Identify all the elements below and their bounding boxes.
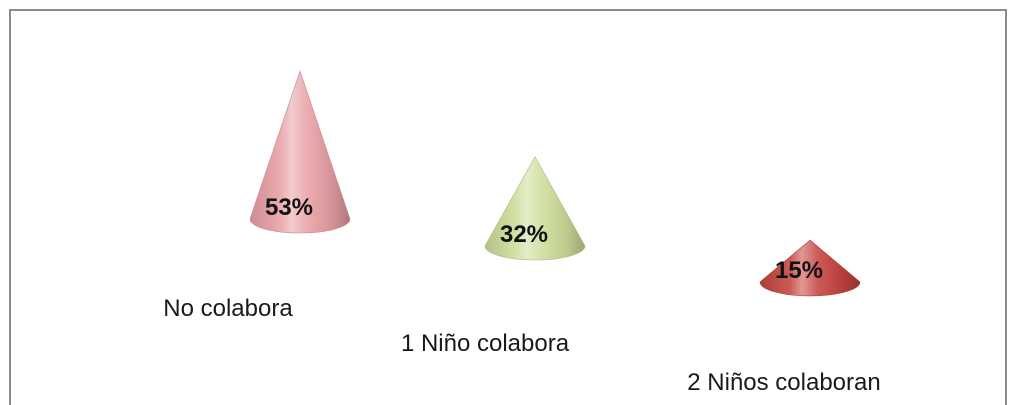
category-label-3: 2 Niños colaboran [687,369,880,396]
category-label-1: No colabora [163,295,293,322]
category-label-2: 1 Niño colabora [401,330,570,357]
data-label-2: 32% [500,221,548,248]
data-label-3: 15% [775,257,823,284]
data-label-1: 53% [265,194,313,221]
